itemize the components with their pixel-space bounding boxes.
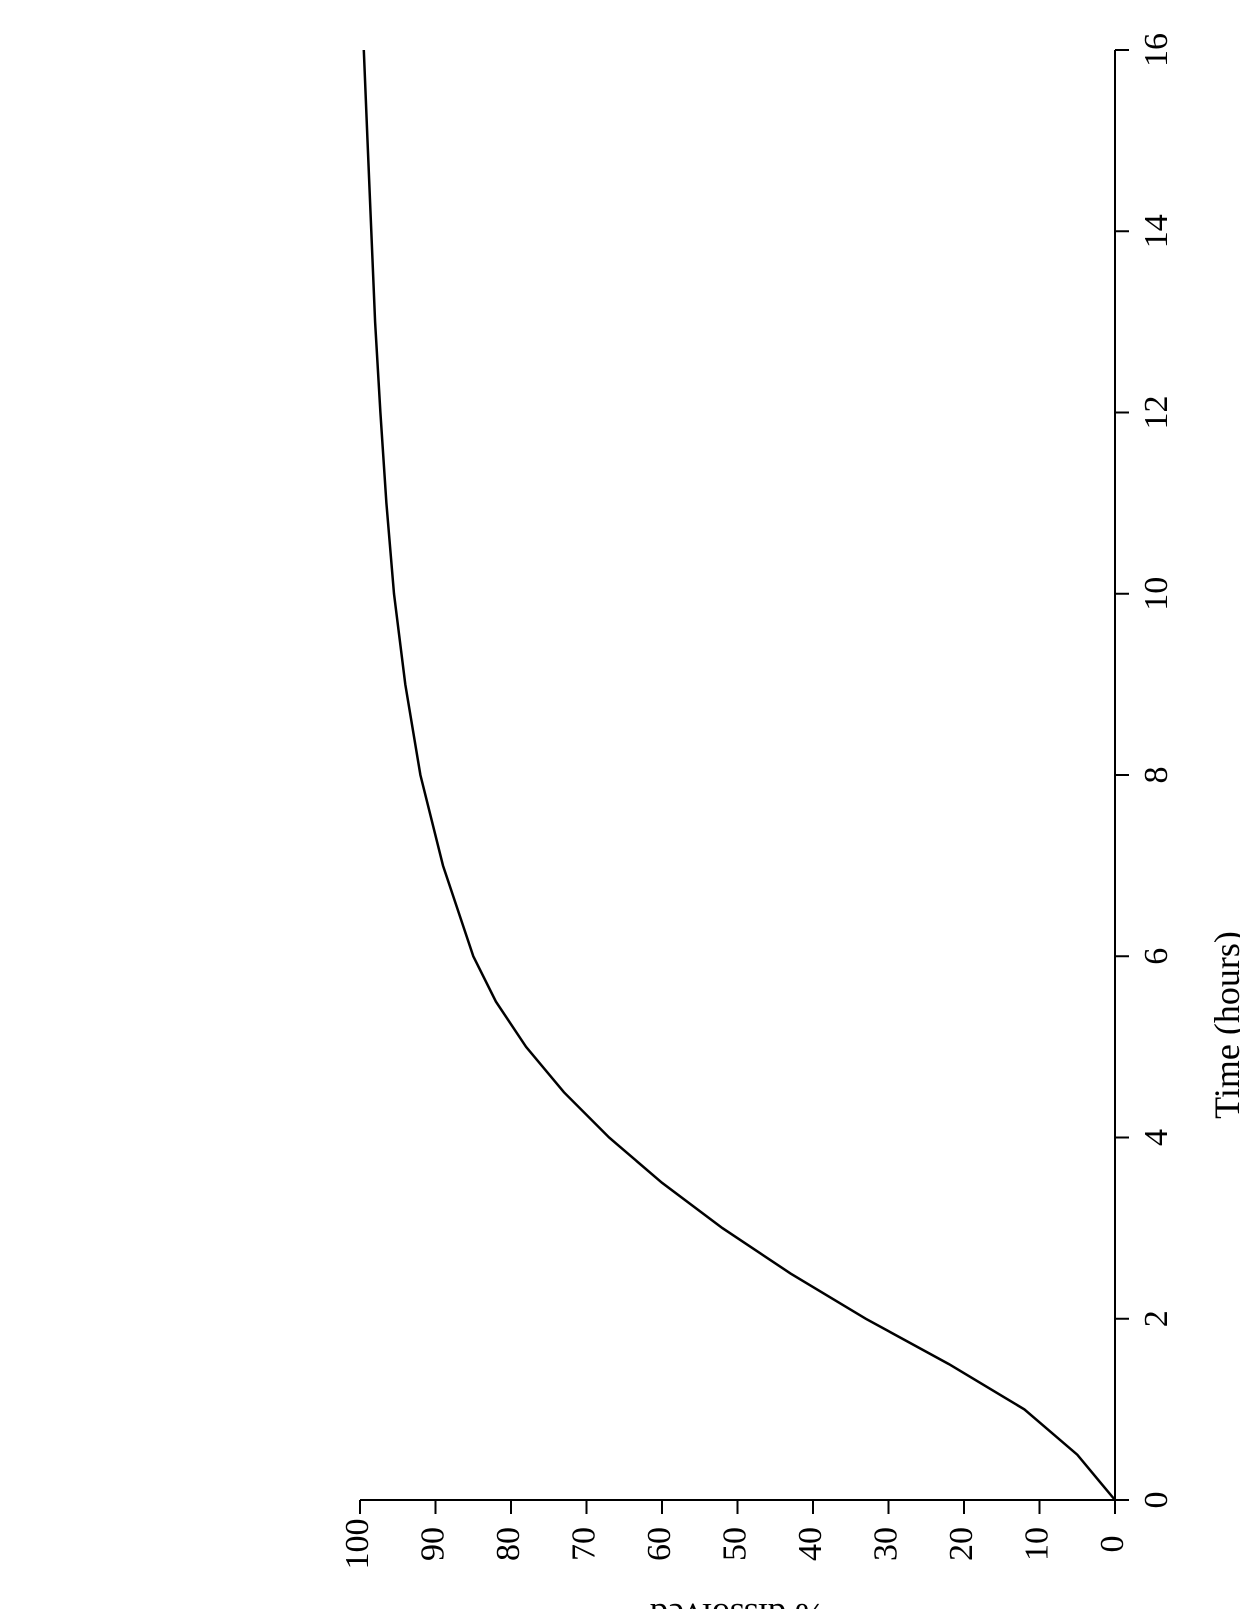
time-tick-label: 6 [1138, 948, 1175, 965]
pct-tick-label: 30 [867, 1527, 904, 1561]
time-tick-label: 10 [1138, 577, 1175, 611]
x-axis-label: Time (hours) [1207, 931, 1240, 1119]
dissolution-curve [364, 50, 1115, 1500]
chart-svg: 0 2 4 6 8 10 12 14 16 0 10 20 30 40 50 60 70 80 90 100 Time … [0, 0, 1240, 1609]
time-tick-label: 2 [1138, 1310, 1175, 1327]
time-tick-label: 8 [1138, 767, 1175, 784]
pct-tick-label: 60 [641, 1527, 678, 1561]
dissolution-chart: 0 2 4 6 8 10 12 14 16 0 10 20 30 40 50 60 70 80 90 100 Time … [0, 0, 1240, 1609]
pct-tick-label: 80 [490, 1527, 527, 1561]
pct-tick-label: 40 [792, 1527, 829, 1561]
time-tick-label: 12 [1138, 396, 1175, 430]
time-tick-label: 16 [1138, 33, 1175, 67]
pct-tick-label: 70 [565, 1527, 602, 1561]
pct-tick-label: 50 [716, 1527, 753, 1561]
time-tick-label: 0 [1138, 1492, 1175, 1509]
pct-tick-label: 90 [414, 1527, 451, 1561]
time-tick-label: 4 [1138, 1129, 1175, 1146]
pct-tick-label: 10 [1018, 1527, 1055, 1561]
pct-tick-label: 20 [943, 1527, 980, 1561]
pct-tick-label: 0 [1094, 1536, 1131, 1553]
time-tick-label: 14 [1138, 214, 1175, 248]
pct-tick-label: 100 [339, 1519, 376, 1570]
y-axis-label: % dissolved [650, 1596, 825, 1609]
